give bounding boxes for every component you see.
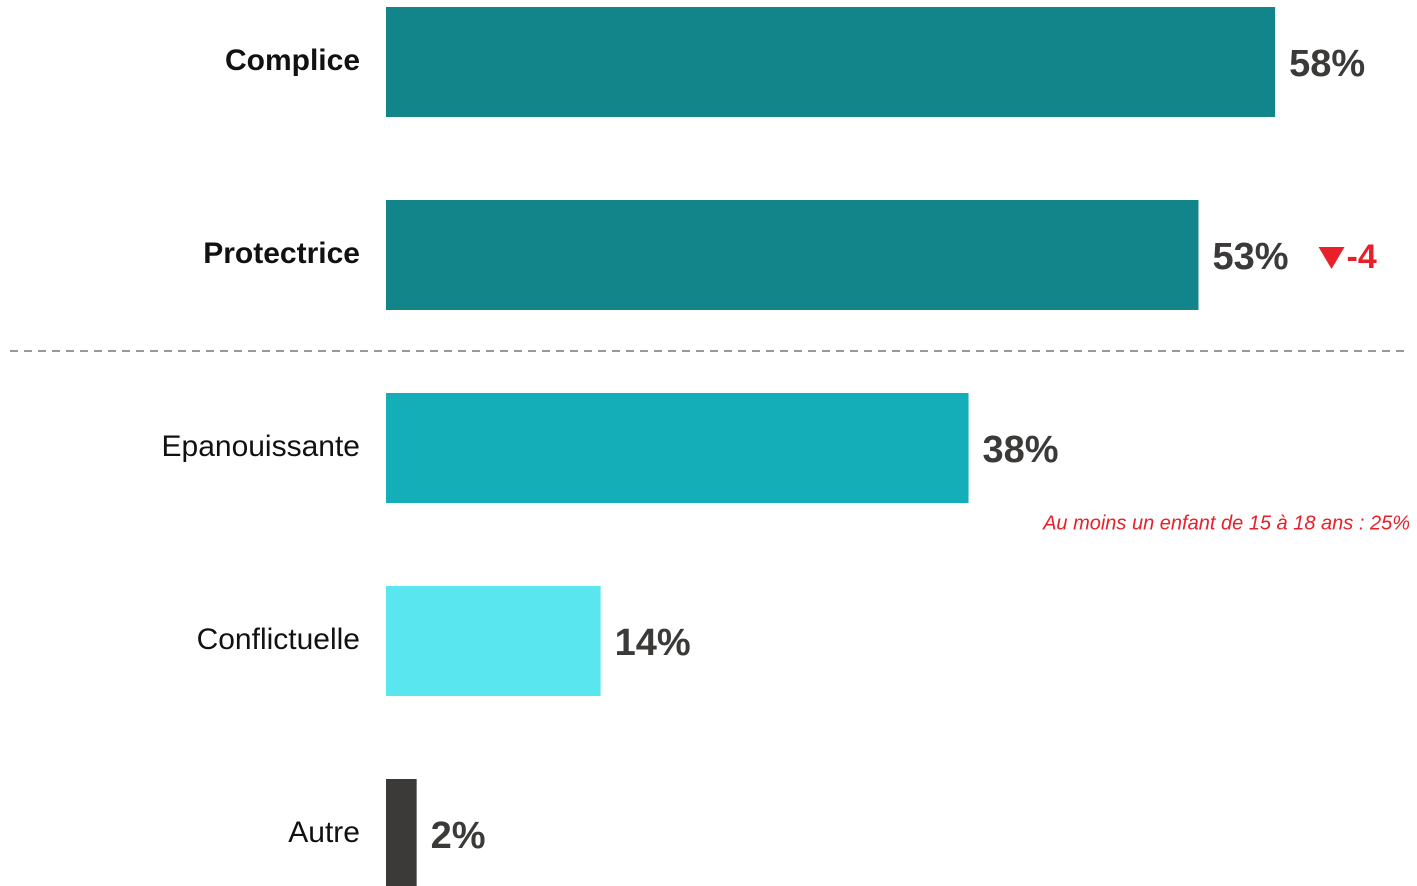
category-label: Epanouissante bbox=[162, 430, 361, 463]
bar bbox=[386, 7, 1276, 117]
category-label: Complice bbox=[225, 44, 360, 77]
down-triangle bbox=[1318, 247, 1345, 269]
bar bbox=[386, 200, 1199, 310]
change-label: -4 bbox=[1347, 238, 1377, 276]
category-label: Autre bbox=[288, 816, 360, 849]
note: Au moins un enfant de 15 à 18 ans : 25% bbox=[1042, 512, 1410, 534]
value-label: 53% bbox=[1212, 236, 1288, 278]
category-label: Protectrice bbox=[203, 237, 360, 270]
bar bbox=[386, 586, 601, 696]
value-label: 58% bbox=[1289, 43, 1365, 85]
bar bbox=[386, 779, 417, 886]
category-label: Conflictuelle bbox=[197, 623, 360, 656]
bar bbox=[386, 393, 969, 503]
value-label: 2% bbox=[431, 815, 486, 857]
value-label: 14% bbox=[615, 622, 691, 664]
value-label: 38% bbox=[983, 429, 1059, 471]
